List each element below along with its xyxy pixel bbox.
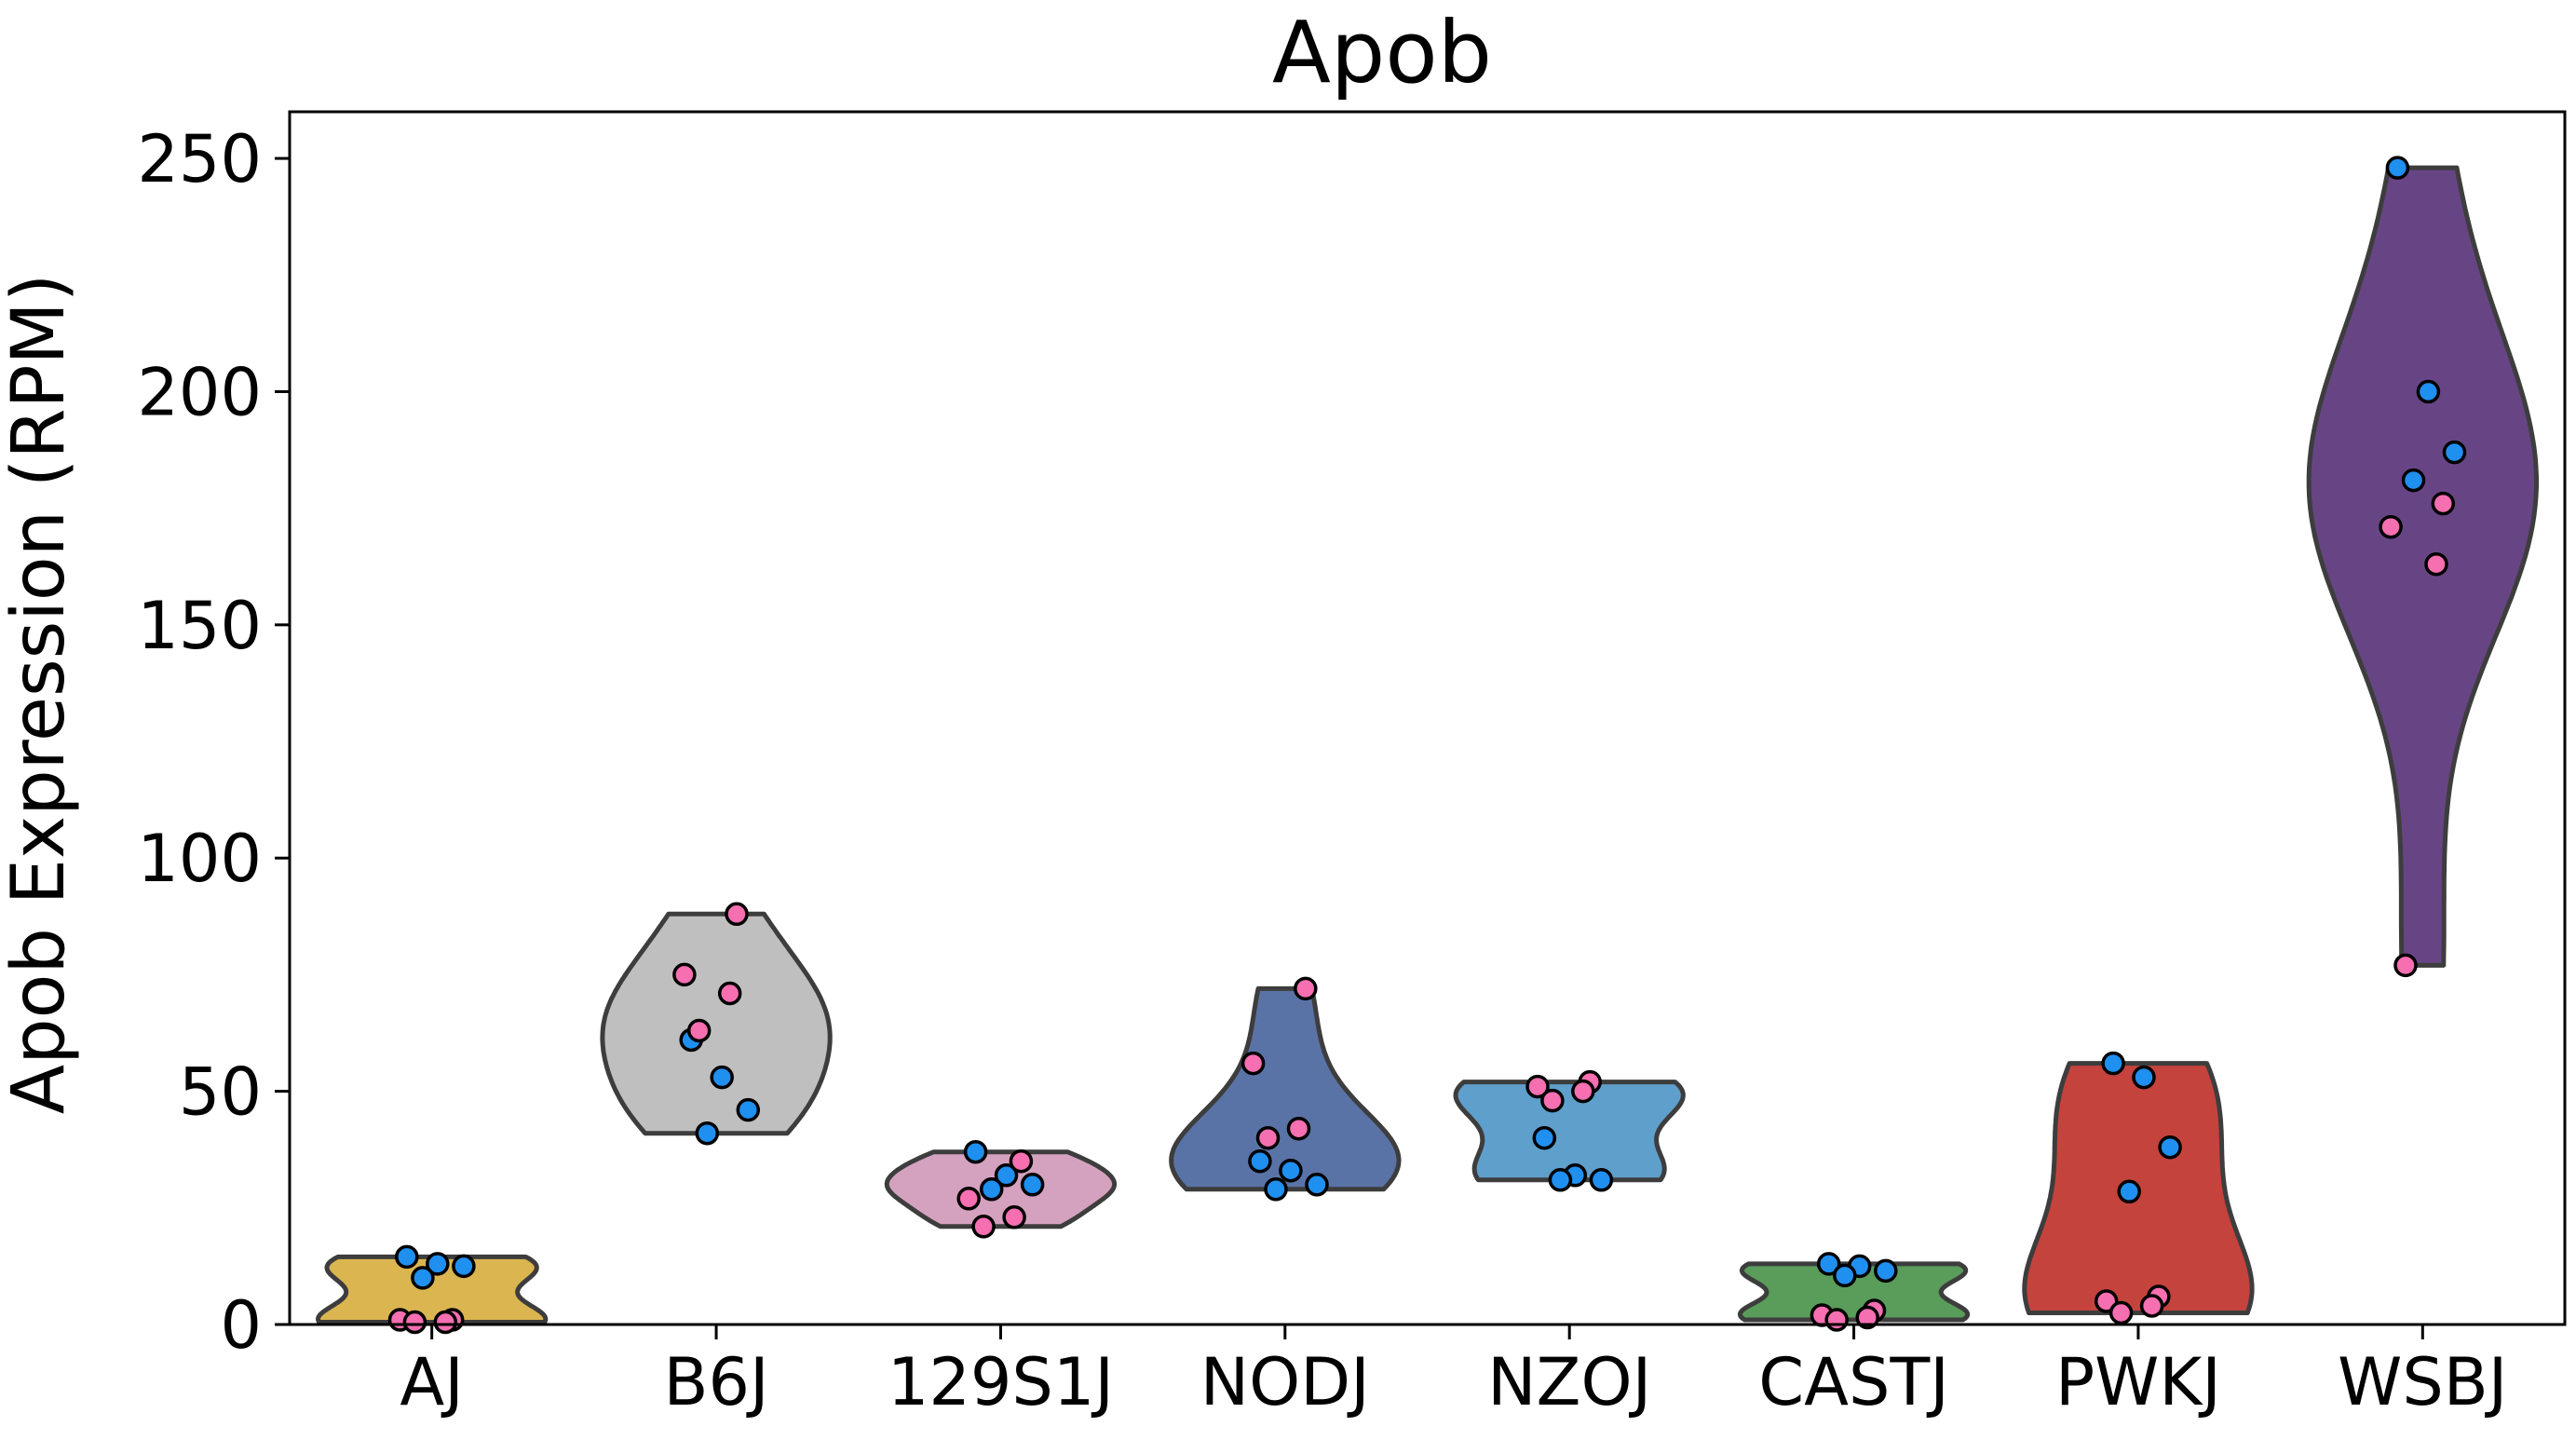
y-tick-label: 250	[137, 121, 262, 197]
x-tick-label-castj: CASTJ	[1758, 1344, 1949, 1420]
point-castj-blue	[1816, 1252, 1841, 1276]
point-129s1j-blue	[963, 1139, 988, 1164]
violin-nodj	[1169, 985, 1402, 1192]
violin-nzoj	[1453, 1080, 1686, 1183]
violin-b6j	[600, 911, 833, 1136]
point-layer	[387, 156, 2467, 1335]
x-ticks: AJ B6J 129S1J NODJ NZOJ CASTJ PWKJ WSBJ	[400, 1325, 2507, 1420]
y-tick-label: 200	[137, 354, 262, 430]
x-tick-label-129s1j: 129S1J	[888, 1344, 1114, 1420]
point-aj-blue	[411, 1266, 435, 1290]
point-b6j-blue	[695, 1121, 720, 1146]
chart-title: Apob	[1272, 3, 1492, 102]
point-wsbj-pink	[2393, 953, 2418, 978]
point-b6j-pink	[725, 902, 749, 927]
point-castj-blue	[1833, 1263, 1857, 1288]
point-b6j-pink	[672, 962, 697, 987]
point-aj-blue	[452, 1254, 476, 1279]
point-129s1j-blue	[994, 1163, 1019, 1188]
point-wsbj-pink	[2379, 514, 2403, 539]
point-pwkj-blue	[2117, 1179, 2141, 1204]
point-castj-pink	[1855, 1305, 1879, 1330]
point-pwkj-blue	[2101, 1051, 2125, 1076]
point-pwkj-pink	[2139, 1294, 2164, 1318]
point-pwkj-pink	[2108, 1300, 2134, 1325]
point-129s1j-pink	[971, 1215, 996, 1239]
x-tick-label-nzoj: NZOJ	[1487, 1344, 1651, 1420]
point-129s1j-pink	[956, 1187, 981, 1211]
point-nzoj-blue	[1532, 1125, 1557, 1150]
point-b6j-blue	[736, 1097, 761, 1122]
point-wsbj-pink	[2424, 551, 2448, 577]
point-b6j-pink	[717, 981, 742, 1006]
point-nodj-blue	[1279, 1158, 1303, 1183]
point-wsbj-blue	[2385, 156, 2410, 180]
plot-frame	[288, 110, 2567, 1326]
violin-aj	[316, 1254, 549, 1325]
x-tick-label-pwkj: PWKJ	[2055, 1344, 2221, 1420]
point-nodj-pink	[1241, 1051, 1266, 1076]
point-aj-blue	[426, 1252, 450, 1276]
point-pwkj-blue	[2158, 1134, 2182, 1160]
violin-castj	[1737, 1261, 1971, 1323]
point-wsbj-blue	[2442, 440, 2467, 465]
point-129s1j-pink	[1009, 1148, 1034, 1174]
point-aj-blue	[395, 1244, 419, 1270]
point-nodj-pink	[1286, 1116, 1311, 1141]
point-nodj-pink	[1255, 1125, 1281, 1150]
point-nzoj-blue	[1589, 1168, 1614, 1192]
point-nzoj-pink	[1540, 1088, 1565, 1113]
point-129s1j-blue	[979, 1177, 1004, 1202]
y-tick-label: 0	[220, 1287, 262, 1364]
x-tick-label-wsbj: WSBJ	[2338, 1344, 2507, 1420]
point-nodj-pink	[1294, 976, 1318, 1001]
point-b6j-pink	[686, 1018, 712, 1043]
point-wsbj-pink	[2431, 491, 2456, 516]
point-nodj-blue	[1305, 1173, 1329, 1197]
y-tick-label: 100	[137, 821, 262, 897]
point-wsbj-blue	[2401, 468, 2426, 493]
point-nzoj-blue	[1548, 1168, 1573, 1192]
point-aj-pink	[402, 1310, 427, 1335]
x-tick-label-b6j: B6J	[663, 1344, 768, 1420]
point-129s1j-blue	[1020, 1173, 1045, 1197]
point-nodj-blue	[1248, 1148, 1272, 1174]
point-castj-pink	[1824, 1308, 1849, 1332]
axes	[288, 110, 2567, 1326]
y-tick-label: 50	[179, 1054, 262, 1131]
point-wsbj-blue	[2416, 379, 2441, 404]
y-axis-label: Apob Expression (RPM)	[0, 274, 81, 1114]
violin-wsbj	[2306, 165, 2539, 968]
point-castj-blue	[1874, 1258, 1898, 1284]
y-ticks: 0 50 100 150 200 250	[137, 121, 290, 1364]
point-b6j-blue	[710, 1065, 734, 1090]
x-tick-label-nodj: NODJ	[1200, 1344, 1370, 1420]
point-nodj-blue	[1264, 1177, 1288, 1202]
point-aj-pink	[433, 1310, 458, 1335]
y-tick-label: 150	[137, 588, 262, 664]
point-nzoj-pink	[1525, 1074, 1550, 1099]
violin-layer	[316, 165, 2539, 1325]
x-tick-label-aj: AJ	[400, 1344, 464, 1420]
point-pwkj-blue	[2132, 1065, 2156, 1090]
point-129s1j-pink	[1002, 1205, 1026, 1229]
point-nzoj-pink	[1571, 1079, 1595, 1104]
